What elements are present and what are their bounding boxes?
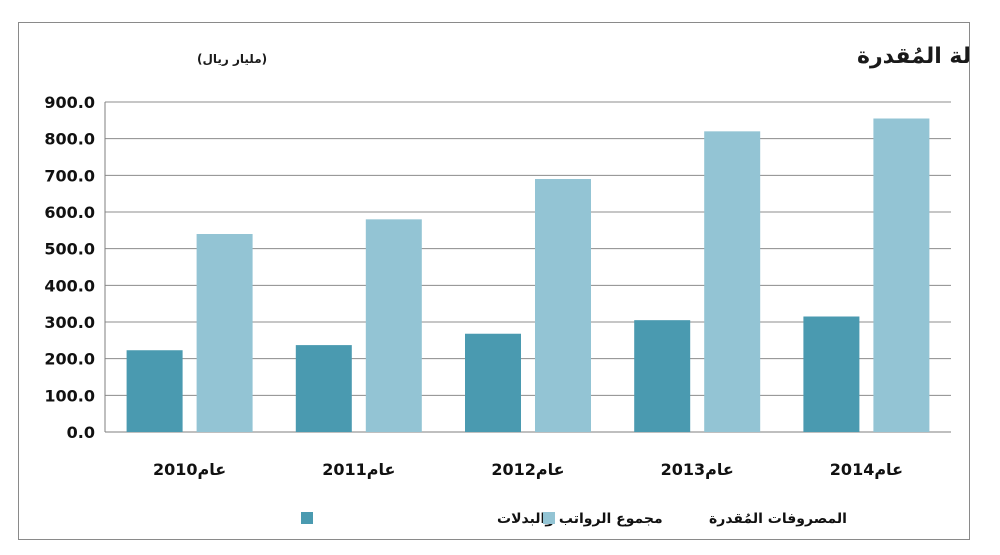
- x-category-label: عام2011: [322, 460, 395, 479]
- y-tick-label: 700.0: [44, 166, 95, 185]
- bars: [126, 118, 930, 432]
- y-tick-label: 200.0: [44, 350, 95, 369]
- legend-swatch: [301, 512, 313, 524]
- bar-expenditure: [873, 118, 930, 432]
- y-tick-label: 100.0: [44, 386, 95, 405]
- y-axis-ticks: 0.0 100.0 200.0 300.0 400.0 500.0 600.0 700.0 80…: [44, 93, 95, 442]
- x-category-label: عام2012: [491, 460, 564, 479]
- chart-subtitle: (مليار ريال): [197, 52, 267, 66]
- y-tick-label: 400.0: [44, 276, 95, 295]
- bar-expenditure: [365, 219, 422, 432]
- chart-title: مخصصات الرواتب والبدلات مقارنة بميزانية …: [857, 44, 969, 69]
- y-tick-label: 500.0: [44, 240, 95, 259]
- x-category-label: عام2014: [830, 460, 903, 479]
- y-tick-label: 900.0: [44, 93, 95, 112]
- bar-salaries: [803, 316, 860, 432]
- y-tick-label: 0.0: [67, 423, 95, 442]
- legend: مجموع الرواتب والبدلات المصروفات المُقدرة: [301, 511, 847, 527]
- y-tick-label: 300.0: [44, 313, 95, 332]
- chart-frame: مخصصات الرواتب والبدلات مقارنة بميزانية …: [18, 22, 970, 540]
- bar-expenditure: [704, 131, 761, 432]
- legend-label: مجموع الرواتب والبدلات: [497, 511, 663, 527]
- bar-salaries: [295, 345, 352, 432]
- bar-expenditure: [535, 179, 591, 432]
- x-category-label: عام2010: [153, 460, 226, 479]
- bar-salaries: [126, 350, 183, 432]
- bar-chart: مخصصات الرواتب والبدلات مقارنة بميزانية …: [44, 44, 969, 527]
- y-tick-label: 800.0: [44, 130, 95, 149]
- y-tick-label: 600.0: [44, 203, 95, 222]
- x-axis-labels: عام2010 عام2011 عام2012 عام2013 عام2014: [153, 460, 903, 479]
- bar-salaries: [634, 320, 691, 432]
- legend-swatch: [543, 512, 555, 524]
- bar-salaries: [465, 333, 521, 432]
- x-category-label: عام2013: [661, 460, 734, 479]
- bar-expenditure: [196, 234, 253, 432]
- legend-label: المصروفات المُقدرة: [709, 511, 847, 527]
